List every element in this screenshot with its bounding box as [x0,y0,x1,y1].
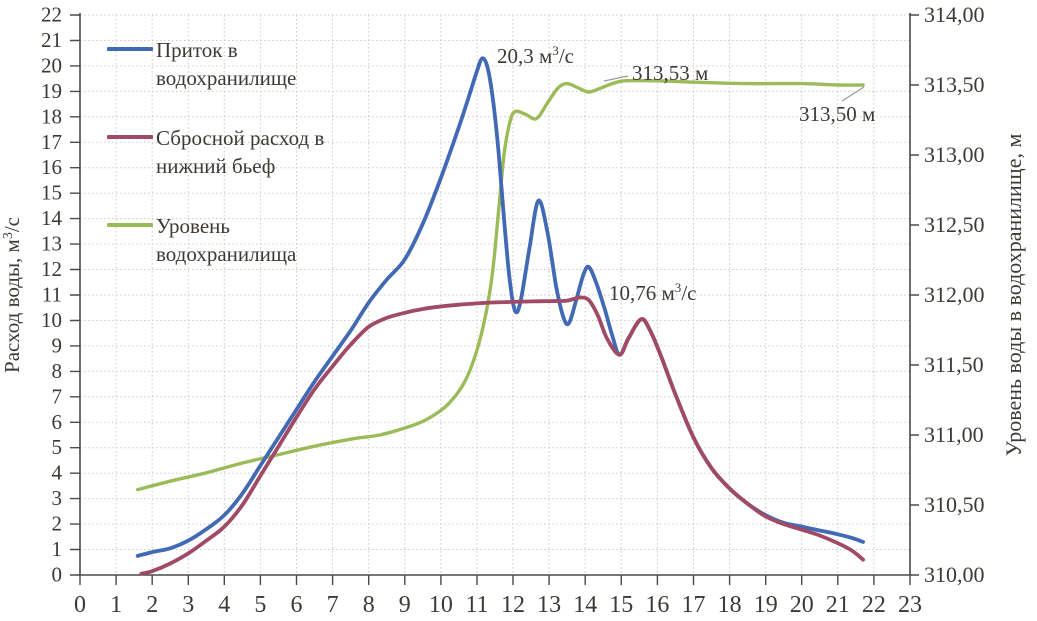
y-left-tick-label: 14 [41,206,63,230]
legend-swatch-inflow [107,47,153,51]
y-left-tick-label: 5 [52,435,63,459]
y-left-tick-label: 8 [52,359,63,383]
annotation-discharge-peak: 10,76 м3/с [609,280,697,305]
series-discharge-line [139,295,865,576]
y-left-tick-label: 21 [41,28,62,52]
x-tick-label: 10 [429,592,453,618]
x-tick-label: 5 [254,592,266,618]
y-left-tick-marks [70,14,80,576]
x-tick-marks [79,575,911,585]
y-right-tick-label: 313,00 [924,142,985,167]
y-right-tick-label: 311,00 [924,422,984,447]
x-tick-label: 6 [291,592,303,618]
y-left-tick-label: 12 [41,257,62,281]
y-left-tick-label: 16 [41,155,62,179]
legend-label-level: Уровень водохранилища [156,214,297,266]
y-right-tick-labels: 310,00 310,50 311,00 311,50 312,00 312,50 313,… [924,2,985,587]
leader-level-end [841,86,865,102]
y-right-tick-label: 311,50 [924,352,984,377]
y-right-tick-label: 312,00 [924,282,985,307]
y-left-tick-label: 17 [41,130,62,154]
x-tick-label: 20 [790,592,814,618]
y-left-tick-label: 3 [52,486,63,510]
legend-swatch-level [107,223,153,227]
x-tick-label: 11 [465,592,488,618]
x-tick-label: 17 [682,592,706,618]
legend-item-discharge: Сбросной расход в нижний бьеф [107,124,324,180]
x-tick-label: 14 [573,592,597,618]
y-left-tick-label: 20 [41,53,62,77]
annotation-level-end: 313,50 м [799,102,876,126]
y-left-axis-title: Расход воды, м3/с [0,217,24,373]
x-tick-label: 15 [609,592,633,618]
y-right-tick-label: 313,50 [924,72,985,97]
x-tick-labels: 0 1 2 3 4 5 6 7 8 9 10 11 12 13 14 15 16 17 18 19 20 21 22 23 [74,592,922,618]
x-tick-label: 7 [327,592,339,618]
y-left-tick-label: 18 [41,104,62,128]
legend-label-inflow: Приток в водохранилище [156,38,297,90]
x-tick-label: 0 [74,592,86,618]
x-tick-label: 2 [146,592,158,618]
legend-item-inflow: Приток в водохранилище [107,36,296,92]
y-left-tick-label: 7 [52,384,63,408]
annotation-inflow-peak: 20,3 м3/с [497,43,574,68]
grid-path [80,14,910,575]
y-left-tick-label: 13 [41,232,62,256]
y-left-tick-label: 15 [41,181,62,205]
series-level-line [136,78,865,492]
x-tick-label: 8 [363,592,375,618]
y-left-tick-label: 9 [52,333,63,357]
x-tick-label: 22 [862,592,886,618]
x-tick-label: 21 [826,592,850,618]
y-left-tick-label: 4 [52,461,63,485]
x-tick-label: 19 [754,592,778,618]
gridlines [80,14,910,575]
y-right-tick-label: 310,50 [924,492,985,517]
y-right-tick-marks [910,14,919,576]
y-right-tick-label: 314,00 [924,2,985,27]
y-left-tick-label: 2 [52,512,63,536]
y-right-axis-title: Уровень воды в водохранилище, м [1001,133,1026,456]
y-right-tick-label: 310,00 [924,562,985,587]
y-left-tick-label: 6 [52,410,63,434]
y-left-tick-label: 22 [41,3,62,27]
x-tick-label: 13 [537,592,561,618]
x-tick-label: 4 [218,592,230,618]
annotation-level-peak: 313,53 м [632,61,709,85]
legend-label-discharge: Сбросной расход в нижний бьеф [156,126,325,178]
leader-level-peak [603,75,629,82]
x-tick-label: 3 [182,592,194,618]
legend-item-level: Уровень водохранилища [107,212,296,268]
y-left-tick-label: 11 [42,283,62,307]
x-tick-label: 23 [898,592,922,618]
x-tick-label: 16 [645,592,669,618]
y-left-tick-label: 10 [41,308,62,332]
y-left-tick-label: 19 [41,79,62,103]
x-tick-label: 1 [110,592,122,618]
y-right-tick-label: 312,50 [924,212,985,237]
legend-swatch-discharge [107,135,153,139]
x-tick-label: 9 [399,592,411,618]
x-tick-label: 18 [718,592,742,618]
x-tick-label: 12 [501,592,525,618]
y-left-tick-label: 0 [52,563,63,587]
y-left-tick-label: 1 [52,537,63,561]
